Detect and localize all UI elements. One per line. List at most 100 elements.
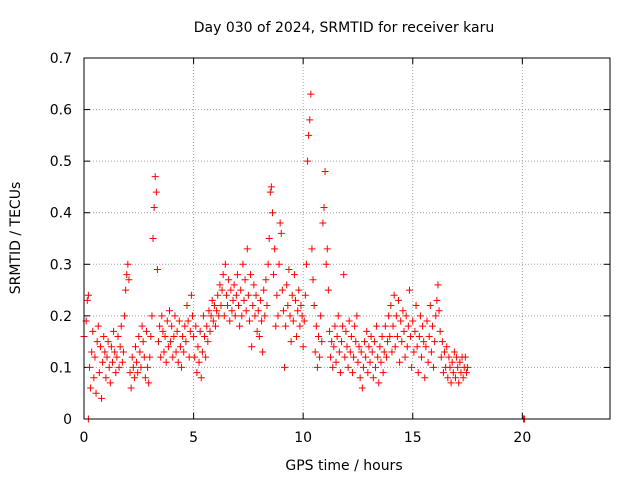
data-point (165, 307, 173, 315)
data-point (409, 317, 417, 325)
y-tick-label: 0.3 (50, 257, 72, 273)
data-point (240, 296, 248, 304)
data-point (425, 332, 433, 340)
data-point (318, 338, 326, 346)
data-point (128, 353, 136, 361)
data-point (433, 296, 441, 304)
data-point (207, 312, 215, 320)
data-point (103, 353, 111, 361)
data-point (187, 291, 195, 299)
data-point (293, 332, 301, 340)
data-point (387, 302, 395, 310)
data-point (415, 332, 423, 340)
data-point (258, 317, 266, 325)
data-point (87, 384, 95, 392)
data-point (202, 353, 210, 361)
data-point (386, 332, 394, 340)
data-point (414, 369, 422, 377)
data-point (162, 358, 170, 366)
data-point (398, 338, 406, 346)
data-point (178, 363, 186, 371)
data-point (235, 302, 243, 310)
data-point (310, 302, 318, 310)
data-point (169, 353, 177, 361)
data-point (368, 348, 376, 356)
data-point (444, 374, 452, 382)
data-point (290, 271, 298, 279)
data-point (134, 369, 142, 377)
tick-label-layer: 0 0.1 0.2 0.3 0.4 0.5 0.6 0.7 0 5 10 15 20 (50, 51, 532, 446)
data-point (195, 358, 203, 366)
data-point (323, 245, 331, 253)
data-point (127, 384, 135, 392)
data-point (370, 338, 378, 346)
data-point (100, 332, 108, 340)
data-point (361, 338, 369, 346)
data-point (179, 332, 187, 340)
data-point (297, 302, 305, 310)
data-point (404, 322, 412, 330)
data-point (416, 312, 424, 320)
data-point (366, 358, 374, 366)
data-point (256, 296, 264, 304)
y-tick-label: 0.6 (50, 103, 72, 119)
data-point (242, 307, 250, 315)
data-point (464, 363, 472, 371)
data-point (214, 291, 222, 299)
data-point (220, 312, 228, 320)
data-point (229, 296, 237, 304)
data-point (90, 374, 98, 382)
data-point (277, 229, 285, 237)
data-point (221, 260, 229, 268)
data-point (455, 379, 463, 387)
data-point (321, 167, 329, 175)
data-point (261, 312, 269, 320)
data-point (135, 332, 143, 340)
data-point (130, 374, 138, 382)
data-point (351, 322, 359, 330)
data-point (237, 286, 245, 294)
data-point (388, 348, 396, 356)
data-point (282, 322, 290, 330)
data-point (329, 363, 337, 371)
data-point (339, 322, 347, 330)
data-point (91, 353, 99, 361)
data-point (291, 296, 299, 304)
data-point (96, 343, 104, 351)
data-point (338, 338, 346, 346)
data-point (116, 343, 124, 351)
data-point (364, 369, 372, 377)
data-point (447, 379, 455, 387)
data-point (354, 358, 362, 366)
data-point (446, 363, 454, 371)
data-point (227, 286, 235, 294)
data-point (459, 374, 467, 382)
data-point (385, 312, 393, 320)
data-point (252, 291, 260, 299)
data-point (346, 348, 354, 356)
data-point (138, 322, 146, 330)
data-point (288, 291, 296, 299)
data-point (445, 353, 453, 361)
data-point (267, 183, 275, 191)
data-point (461, 353, 469, 361)
data-point (285, 265, 293, 273)
data-point (327, 353, 335, 361)
data-point (132, 343, 140, 351)
data-point (172, 348, 180, 356)
data-point (407, 332, 415, 340)
data-point (271, 245, 279, 253)
data-point (198, 348, 206, 356)
data-point (345, 317, 353, 325)
data-point (241, 276, 249, 284)
data-point (283, 281, 291, 289)
data-point (348, 369, 356, 377)
data-point (254, 307, 262, 315)
data-point (205, 307, 213, 315)
data-point (378, 332, 386, 340)
data-point (330, 343, 338, 351)
data-point (88, 348, 96, 356)
data-point (362, 353, 370, 361)
data-point (99, 358, 107, 366)
data-point (146, 353, 154, 361)
